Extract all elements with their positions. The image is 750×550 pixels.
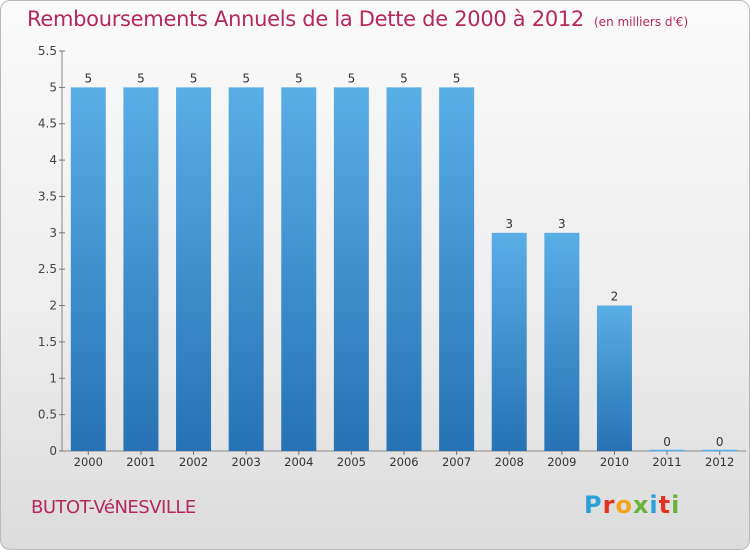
y-tick-label: 0 <box>49 444 57 458</box>
y-tick-label: 2 <box>49 299 57 313</box>
y-tick-label: 3 <box>49 226 57 240</box>
bar <box>176 87 212 451</box>
x-tick-label: 2010 <box>600 455 629 469</box>
bar <box>439 87 475 451</box>
y-tick-label: 5 <box>49 80 57 94</box>
bar <box>386 87 422 451</box>
x-tick-label: 2003 <box>232 455 261 469</box>
bar <box>70 87 106 451</box>
data-label: 5 <box>400 71 408 85</box>
chart-title: Remboursements Annuels de la Dette de 20… <box>27 7 688 31</box>
data-label: 5 <box>84 71 92 85</box>
proxiti-logo: Proxiti <box>584 491 681 519</box>
bar <box>596 305 632 451</box>
bar <box>281 87 317 451</box>
x-tick-label: 2001 <box>126 455 155 469</box>
x-tick-label: 2006 <box>389 455 418 469</box>
y-tick-label: 4.5 <box>38 117 57 131</box>
data-label: 5 <box>453 71 461 85</box>
bar <box>333 87 369 451</box>
x-tick-label: 2002 <box>179 455 208 469</box>
data-label: 3 <box>505 217 513 231</box>
bar <box>123 87 159 451</box>
chart-subtitle: (en milliers d'€) <box>594 15 689 29</box>
data-label: 5 <box>348 71 356 85</box>
x-tick-label: 2000 <box>74 455 103 469</box>
x-tick-label: 2007 <box>442 455 471 469</box>
y-tick-label: 5.5 <box>38 44 57 58</box>
commune-name: BUTOT-VéNESVILLE <box>31 497 196 518</box>
x-tick-label: 2008 <box>495 455 524 469</box>
y-tick-label: 1.5 <box>38 335 57 349</box>
data-label: 5 <box>242 71 250 85</box>
x-tick-label: 2004 <box>284 455 313 469</box>
x-tick-label: 2012 <box>705 455 734 469</box>
data-label: 0 <box>716 435 724 449</box>
y-tick-label: 1 <box>49 371 57 385</box>
data-label: 3 <box>558 217 566 231</box>
bar <box>544 232 580 451</box>
y-tick-label: 4 <box>49 153 57 167</box>
bar <box>491 232 527 451</box>
x-tick-label: 2011 <box>652 455 681 469</box>
y-tick-label: 0.5 <box>38 408 57 422</box>
data-label: 0 <box>663 435 671 449</box>
data-label: 5 <box>295 71 303 85</box>
bar <box>228 87 264 451</box>
data-label: 2 <box>611 290 619 304</box>
y-tick-label: 2.5 <box>38 262 57 276</box>
data-label: 5 <box>190 71 198 85</box>
data-label: 5 <box>137 71 145 85</box>
y-tick-label: 3.5 <box>38 189 57 203</box>
x-tick-label: 2009 <box>547 455 576 469</box>
x-tick-label: 2005 <box>337 455 366 469</box>
chart-title-text: Remboursements Annuels de la Dette de 20… <box>27 7 584 31</box>
